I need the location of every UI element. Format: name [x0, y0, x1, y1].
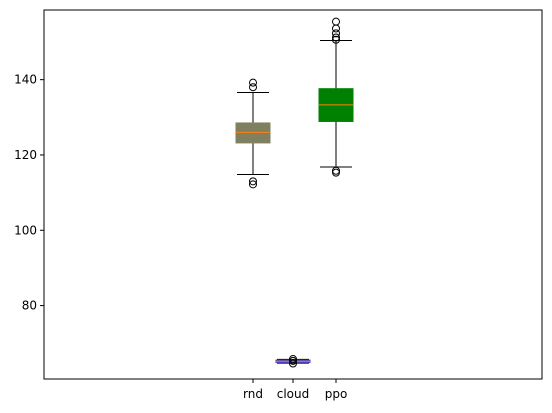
x-tick-label: ppo	[325, 387, 348, 401]
flier-point	[332, 29, 340, 38]
flier-point	[249, 78, 257, 87]
flier-point	[289, 355, 297, 364]
flier-point	[289, 359, 297, 368]
flier-point	[332, 17, 340, 26]
flier-point	[332, 35, 340, 44]
box-ppo	[318, 17, 354, 177]
x-axis: rnd cloud ppo	[243, 379, 347, 401]
y-tick-label: 120	[14, 148, 37, 162]
y-tick-label: 140	[14, 73, 37, 87]
box-cloud	[275, 355, 311, 368]
x-tick-label: rnd	[243, 387, 263, 401]
flier-point	[249, 83, 257, 92]
y-tick-label: 100	[14, 223, 37, 237]
box-rnd	[235, 78, 271, 189]
flier-point	[249, 180, 257, 189]
y-axis: 80 100 120 140	[14, 73, 44, 313]
flier-point	[332, 166, 340, 175]
plot-area	[43, 9, 543, 380]
y-tick-label: 80	[22, 299, 37, 313]
flier-point	[249, 177, 257, 186]
box-body	[235, 122, 271, 144]
flier-point	[332, 33, 340, 42]
x-tick-label: cloud	[277, 387, 310, 401]
boxes	[235, 17, 354, 368]
